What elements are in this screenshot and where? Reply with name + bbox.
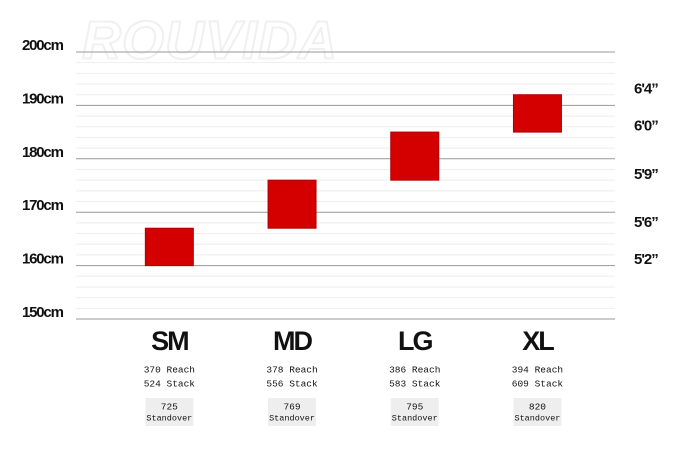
standover-value: 769 bbox=[283, 402, 300, 413]
y-tick-label: 200cm bbox=[22, 37, 64, 54]
standover-value: 795 bbox=[406, 402, 423, 413]
reach-label: 370 Reach bbox=[144, 365, 195, 376]
reach-label: 386 Reach bbox=[389, 365, 440, 376]
y-tick-label: 190cm bbox=[22, 90, 64, 107]
standover-value: 725 bbox=[161, 402, 178, 413]
standover-label: Standover bbox=[269, 413, 315, 423]
y2-tick-label: 5'2” bbox=[634, 251, 658, 268]
standover-label: Standover bbox=[392, 413, 438, 423]
y2-tick-label: 5'9” bbox=[634, 166, 658, 183]
bar bbox=[512, 94, 562, 133]
bar bbox=[144, 227, 194, 267]
reach-label: 394 Reach bbox=[512, 365, 563, 376]
y-tick-label: 170cm bbox=[22, 197, 64, 214]
y2-tick-label: 5'6” bbox=[634, 214, 658, 231]
y-tick-label: 150cm bbox=[22, 304, 64, 321]
size-label: MD bbox=[273, 326, 312, 356]
bar bbox=[390, 131, 440, 181]
size-label: XL bbox=[522, 326, 554, 356]
size-label: LG bbox=[398, 326, 432, 356]
standover-value: 820 bbox=[529, 402, 546, 413]
standover-box bbox=[390, 398, 439, 426]
stack-label: 583 Stack bbox=[389, 379, 441, 390]
stack-label: 524 Stack bbox=[144, 379, 196, 390]
y2-tick-label: 6'0” bbox=[634, 118, 658, 135]
stack-label: 609 Stack bbox=[512, 379, 564, 390]
size-label: SM bbox=[151, 326, 188, 356]
standover-box bbox=[513, 398, 562, 426]
y-tick-label: 160cm bbox=[22, 251, 64, 268]
stack-label: 556 Stack bbox=[266, 379, 318, 390]
y2-tick-label: 6'4” bbox=[634, 80, 658, 97]
standover-label: Standover bbox=[514, 413, 560, 423]
reach-label: 378 Reach bbox=[266, 365, 317, 376]
standover-box bbox=[268, 398, 317, 426]
standover-label: Standover bbox=[146, 413, 192, 423]
standover-box bbox=[145, 398, 194, 426]
watermark: ROUVIDA bbox=[82, 10, 338, 70]
y-tick-label: 180cm bbox=[22, 144, 64, 161]
bar bbox=[267, 179, 317, 229]
